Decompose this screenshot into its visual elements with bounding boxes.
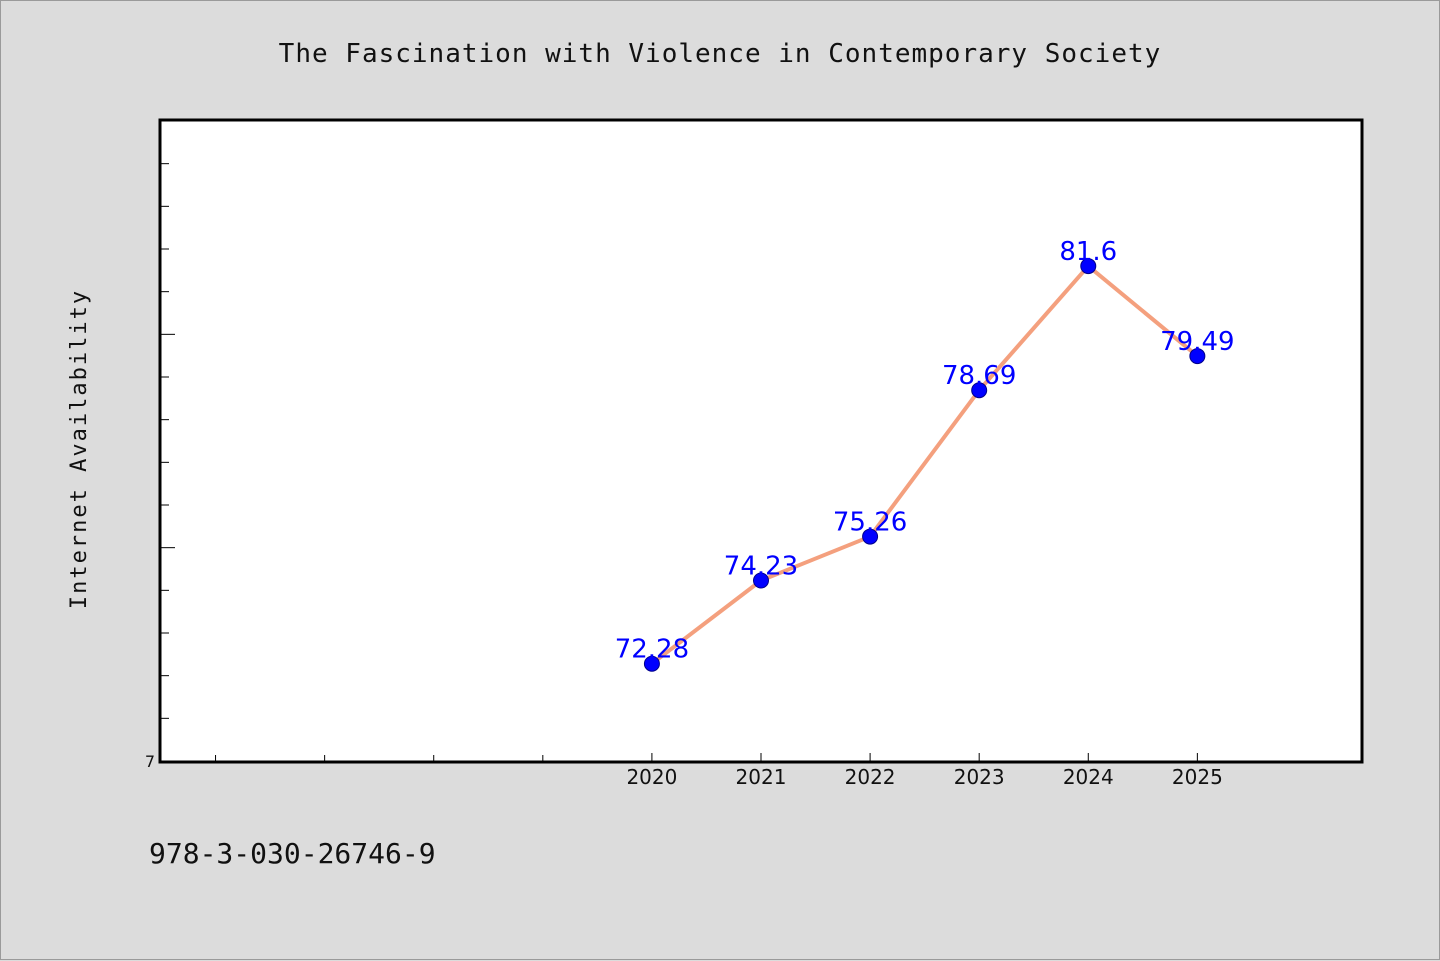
data-label: 72.28	[615, 635, 689, 665]
data-point-marker	[753, 572, 769, 589]
x-tick-label: 2021	[736, 765, 787, 789]
data-label: 79.49	[1160, 327, 1234, 357]
y-axis-label: Internet Availability	[67, 289, 92, 609]
data-label: 75.26	[833, 508, 907, 538]
x-tick-label: 2022	[845, 765, 896, 789]
isbn-footer: 978-3-030-26746-9	[149, 837, 436, 870]
x-tick-label: 2024	[1063, 765, 1114, 789]
x-tick-label: 2023	[954, 765, 1005, 789]
x-axis-minor-ticks	[215, 755, 544, 761]
y-tick-label: 7	[145, 752, 155, 771]
data-label: 74.23	[724, 552, 798, 582]
series-line	[650, 264, 1199, 666]
data-point-marker	[1189, 348, 1206, 365]
data-label: 78.69	[942, 361, 1016, 391]
x-tick-label: 2025	[1172, 765, 1223, 789]
x-axis-ticks: 2020 2021 2022 2023 2024 2025	[626, 753, 1223, 789]
data-point-marker	[1080, 258, 1097, 275]
data-point-marker	[971, 382, 988, 399]
x-tick-label: 2020	[626, 765, 677, 789]
data-point-marker	[643, 655, 660, 672]
series-group: 72.28 74.23 75.26 78.69 81.6 79.49	[615, 237, 1235, 672]
chart-title: The Fascination with Violence in Contemp…	[279, 39, 1162, 69]
data-label: 81.6	[1059, 237, 1117, 267]
y-axis-ticks: 7	[145, 163, 175, 771]
plot-area	[158, 118, 1364, 764]
data-point-marker	[862, 528, 879, 545]
